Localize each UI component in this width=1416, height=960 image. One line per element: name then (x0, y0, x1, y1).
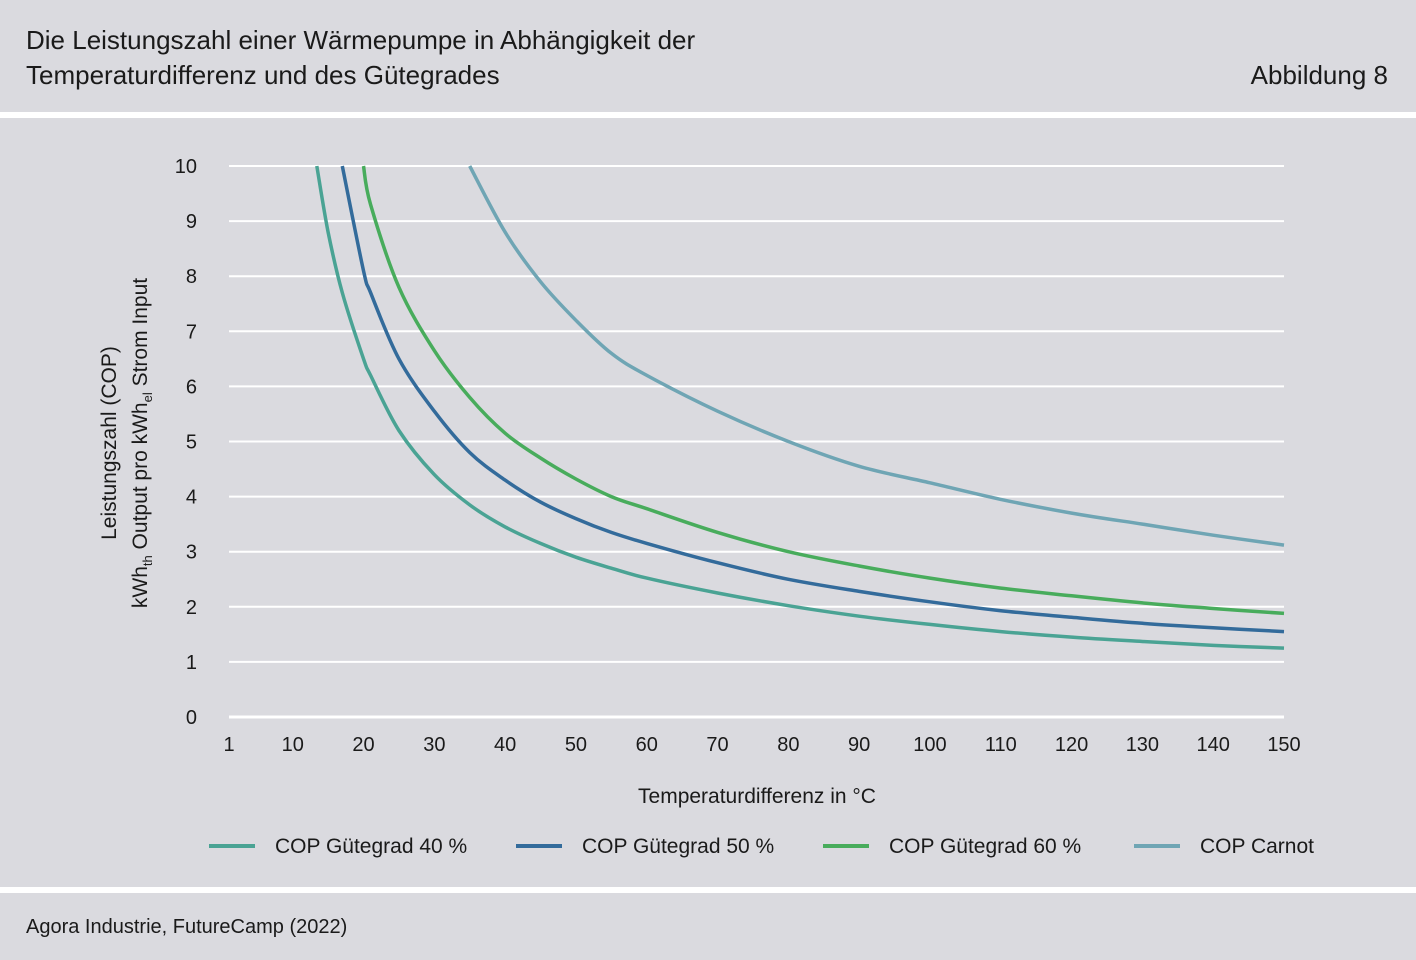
y-label-output: Output pro kWh (129, 402, 152, 555)
y-tick-label: 1 (186, 652, 197, 674)
header-divider (0, 112, 1416, 118)
x-tick-label: 80 (777, 734, 799, 756)
x-tick-label: 30 (423, 734, 445, 756)
page-title-line-2: Temperaturdifferenz und des Gütegrades (26, 60, 500, 90)
y-label-sub-el: el (140, 392, 155, 402)
x-tick-label: 150 (1267, 734, 1300, 756)
x-tick-label: 140 (1197, 734, 1230, 756)
x-tick-label: 90 (848, 734, 870, 756)
legend-label: COP Gütegrad 60 % (889, 835, 1081, 858)
y-tick-label: 10 (175, 156, 197, 178)
y-tick-label: 7 (186, 321, 197, 343)
y-tick-label: 9 (186, 211, 197, 233)
x-axis-label: Temperaturdifferenz in °C (638, 785, 876, 808)
legend: COP Gütegrad 40 % COP Gütegrad 50 % COP Gü… (209, 835, 1314, 858)
x-tick-label: 60 (636, 734, 658, 756)
legend-label: COP Gütegrad 50 % (582, 835, 774, 858)
figure-label: Abbildung 8 (1250, 60, 1388, 90)
footer-divider (0, 887, 1416, 893)
x-tick-labels: 1 10 20 30 40 50 60 70 80 90 100 110 120 130 140 150 (223, 734, 1300, 756)
x-tick-label: 50 (565, 734, 587, 756)
y-axis-label: Leistungszahl (COP) kWhth Output pro kWh… (98, 278, 155, 608)
x-tick-label: 40 (494, 734, 516, 756)
legend-label: COP Carnot (1200, 835, 1314, 858)
source-note: Agora Industrie, FutureCamp (2022) (26, 916, 348, 938)
y-label-sub-th: th (140, 555, 155, 566)
series-line-2 (340, 165, 1285, 634)
y-tick-label: 8 (186, 266, 197, 288)
y-tick-label: 4 (186, 487, 197, 509)
y-label-strom: Strom Input (129, 278, 152, 393)
x-tick-label: 10 (282, 734, 304, 756)
x-tick-label: 1 (223, 734, 234, 756)
y-tick-label: 5 (186, 432, 197, 454)
x-tick-label: 70 (706, 734, 728, 756)
y-axis-label-line-2: kWhth Output pro kWhel Strom Input (129, 278, 155, 608)
x-tick-label: 130 (1126, 734, 1159, 756)
y-tick-labels: 0 1 2 3 4 5 6 7 8 9 10 (175, 156, 197, 729)
page-title-line-1: Die Leistungszahl einer Wärmepumpe in Ab… (26, 25, 696, 55)
x-tick-label: 100 (913, 734, 946, 756)
series-line-1 (315, 165, 1285, 650)
series-lines (315, 165, 1285, 650)
y-tick-label: 0 (186, 707, 197, 729)
y-axis-label-line-1: Leistungszahl (COP) (98, 346, 121, 540)
gridlines (229, 165, 1284, 719)
x-tick-label: 20 (352, 734, 374, 756)
y-tick-label: 3 (186, 542, 197, 564)
x-tick-label: 120 (1055, 734, 1088, 756)
y-label-kwh-th: kWh (129, 566, 152, 608)
series-line-4 (468, 165, 1285, 547)
series-line-3 (361, 165, 1285, 616)
legend-label: COP Gütegrad 40 % (275, 835, 467, 858)
y-tick-label: 2 (186, 597, 197, 619)
y-tick-label: 6 (186, 376, 197, 398)
x-tick-label: 110 (985, 734, 1017, 756)
